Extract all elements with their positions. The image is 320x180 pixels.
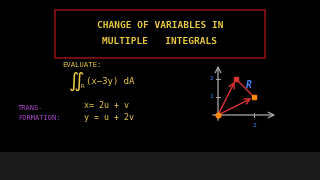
- Text: x= 2u + v: x= 2u + v: [84, 100, 129, 109]
- Text: TRANS-: TRANS-: [18, 105, 44, 111]
- Bar: [0, 152, 320, 180]
- Text: 2: 2: [252, 123, 256, 128]
- Text: $\iint$: $\iint$: [68, 71, 84, 93]
- Text: R: R: [246, 80, 252, 90]
- Text: FORMATION:: FORMATION:: [18, 115, 60, 121]
- Text: 2: 2: [209, 76, 213, 82]
- Text: 1: 1: [209, 94, 213, 100]
- Bar: [55, 10, 265, 58]
- Text: y = u + 2v: y = u + 2v: [84, 114, 134, 123]
- Text: R: R: [81, 84, 85, 89]
- Text: (x−3y) dA: (x−3y) dA: [86, 76, 134, 86]
- Text: CHANGE OF VARIABLES IN: CHANGE OF VARIABLES IN: [97, 21, 223, 30]
- Text: MULTIPLE   INTEGRALS: MULTIPLE INTEGRALS: [102, 37, 218, 46]
- Text: EVALUATE:: EVALUATE:: [62, 62, 101, 68]
